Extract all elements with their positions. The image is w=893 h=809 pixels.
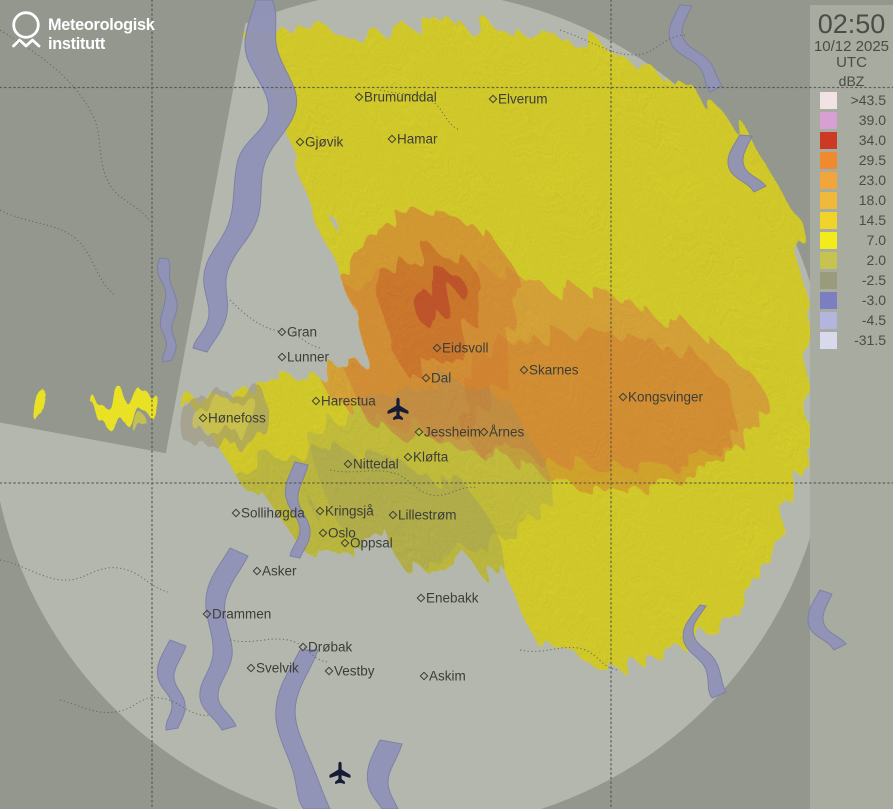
svg-text:29.5: 29.5 <box>859 152 886 168</box>
svg-text:Dal: Dal <box>431 371 451 386</box>
svg-text:10/12 2025: 10/12 2025 <box>814 38 889 55</box>
svg-text:Elverum: Elverum <box>498 92 548 107</box>
svg-text:Drøbak: Drøbak <box>308 640 353 655</box>
svg-text:34.0: 34.0 <box>859 132 886 148</box>
svg-text:Asker: Asker <box>262 564 297 579</box>
svg-text:Lillestrøm: Lillestrøm <box>398 508 457 523</box>
svg-text:Gjøvik: Gjøvik <box>305 135 343 150</box>
svg-text:Nittedal: Nittedal <box>353 457 399 472</box>
svg-text:institutt: institutt <box>48 35 106 53</box>
svg-text:Lunner: Lunner <box>287 350 330 365</box>
svg-text:-4.5: -4.5 <box>862 312 886 328</box>
svg-text:-31.5: -31.5 <box>854 332 886 348</box>
svg-text:dBZ: dBZ <box>839 73 865 89</box>
svg-text:Hønefoss: Hønefoss <box>208 411 266 426</box>
svg-text:7.0: 7.0 <box>867 232 887 248</box>
svg-text:Oppsal: Oppsal <box>350 536 393 551</box>
svg-text:2.0: 2.0 <box>867 252 887 268</box>
svg-text:02:50: 02:50 <box>818 9 886 39</box>
svg-text:14.5: 14.5 <box>859 212 886 228</box>
svg-text:Harestua: Harestua <box>321 394 376 409</box>
svg-text:>43.5: >43.5 <box>851 92 887 108</box>
svg-text:Askim: Askim <box>429 669 466 684</box>
svg-text:Drammen: Drammen <box>212 607 271 622</box>
svg-text:Svelvik: Svelvik <box>256 661 299 676</box>
svg-text:Skarnes: Skarnes <box>529 363 579 378</box>
svg-text:Sollihøgda: Sollihøgda <box>241 506 305 521</box>
svg-text:Brumunddal: Brumunddal <box>364 90 437 105</box>
svg-text:-3.0: -3.0 <box>862 292 886 308</box>
svg-text:Jessheim: Jessheim <box>424 425 481 440</box>
svg-text:Kongsvinger: Kongsvinger <box>628 390 704 405</box>
svg-text:23.0: 23.0 <box>859 172 886 188</box>
svg-text:-2.5: -2.5 <box>862 272 886 288</box>
svg-text:18.0: 18.0 <box>859 192 886 208</box>
svg-text:Enebakk: Enebakk <box>426 591 479 606</box>
svg-text:Hamar: Hamar <box>397 132 438 147</box>
svg-text:Kringsjå: Kringsjå <box>325 504 374 519</box>
svg-text:39.0: 39.0 <box>859 112 886 128</box>
svg-text:Vestby: Vestby <box>334 664 375 679</box>
svg-text:Eidsvoll: Eidsvoll <box>442 341 489 356</box>
svg-text:Årnes: Årnes <box>489 425 525 440</box>
svg-text:Gran: Gran <box>287 325 317 340</box>
svg-text:Kløfta: Kløfta <box>413 450 449 465</box>
svg-text:Meteorologisk: Meteorologisk <box>48 16 156 34</box>
svg-text:UTC: UTC <box>836 54 867 71</box>
